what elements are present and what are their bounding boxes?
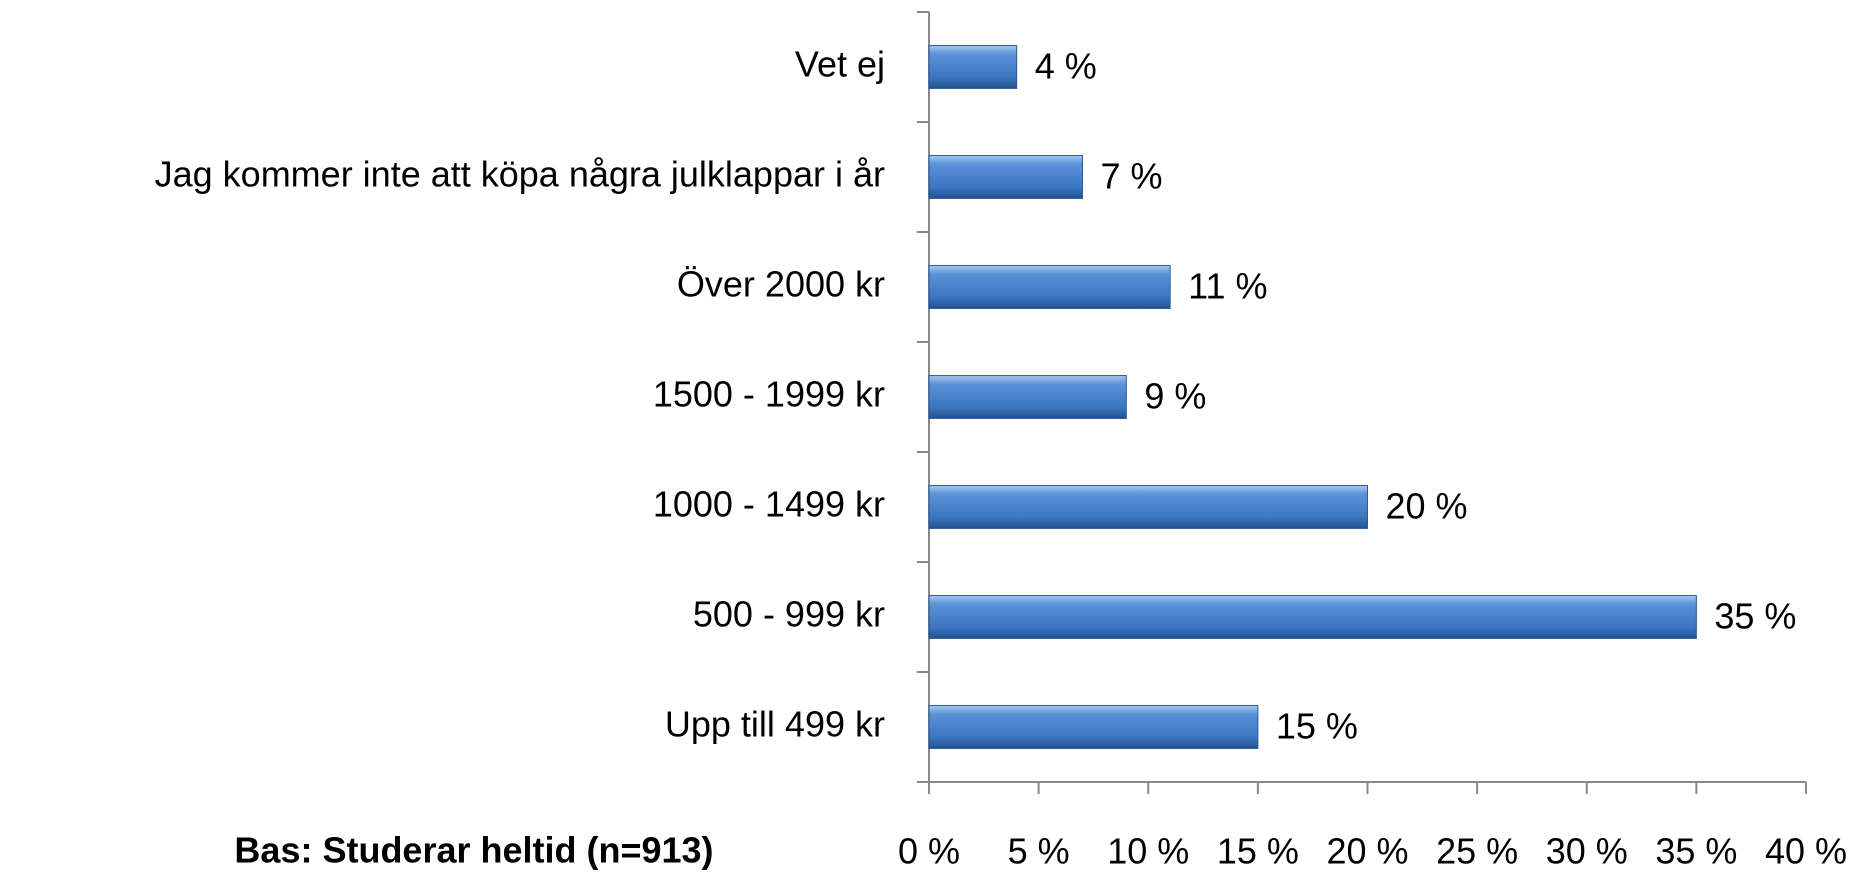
bar <box>928 705 1259 749</box>
value-label: 20 % <box>1386 486 1468 527</box>
value-label: 7 % <box>1100 156 1162 197</box>
y-tick-label: 1500 - 1999 kr <box>653 374 885 415</box>
x-tick-label: 10 % <box>1107 831 1189 872</box>
bar <box>928 485 1368 529</box>
y-tick-label: Vet ej <box>795 44 885 85</box>
y-tick-label: 1000 - 1499 kr <box>653 484 885 525</box>
x-tick-label: 30 % <box>1546 831 1628 872</box>
y-tick-label: Jag kommer inte att köpa några julklappa… <box>155 154 885 195</box>
value-label: 11 % <box>1188 266 1267 307</box>
value-label: 4 % <box>1035 46 1097 87</box>
x-tick-label: 35 % <box>1655 831 1737 872</box>
x-tick-label: 20 % <box>1326 831 1408 872</box>
bar <box>928 45 1018 89</box>
value-label: 15 % <box>1276 706 1358 747</box>
bar <box>928 375 1127 419</box>
y-tick-label: Över 2000 kr <box>677 264 885 305</box>
x-tick-label: 15 % <box>1217 831 1299 872</box>
x-tick-label: 40 % <box>1765 831 1847 872</box>
bar <box>928 265 1171 309</box>
x-tick-label: 25 % <box>1436 831 1518 872</box>
value-label: 9 % <box>1144 376 1206 417</box>
y-tick-label: Upp till 499 kr <box>665 704 885 745</box>
y-tick-label: 500 - 999 kr <box>693 594 885 635</box>
bar <box>928 155 1083 199</box>
x-tick-label: 5 % <box>1008 831 1070 872</box>
x-tick-label: 0 % <box>898 831 960 872</box>
annotation: Bas: Studerar heltid (n=913) <box>234 830 713 871</box>
value-label: 35 % <box>1714 596 1796 637</box>
bar <box>928 595 1697 639</box>
